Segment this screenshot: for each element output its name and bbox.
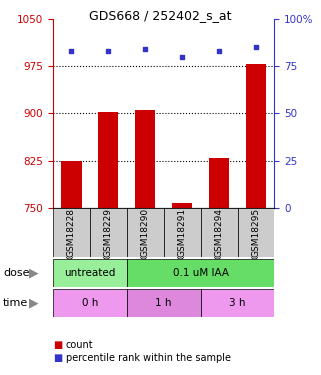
Bar xyxy=(246,64,266,208)
Bar xyxy=(53,259,127,287)
Text: percentile rank within the sample: percentile rank within the sample xyxy=(66,353,231,363)
Bar xyxy=(209,158,229,208)
Point xyxy=(216,48,221,54)
Bar xyxy=(127,208,164,257)
Text: 1 h: 1 h xyxy=(155,298,172,308)
Bar xyxy=(164,208,201,257)
Bar xyxy=(53,208,90,257)
Text: GSM18290: GSM18290 xyxy=(141,208,150,257)
Text: GSM18229: GSM18229 xyxy=(104,208,113,257)
Text: ■: ■ xyxy=(53,340,62,350)
Point xyxy=(179,54,185,60)
Bar xyxy=(127,259,274,287)
Point xyxy=(69,48,74,54)
Text: ▶: ▶ xyxy=(29,296,39,309)
Bar xyxy=(201,208,238,257)
Text: 3 h: 3 h xyxy=(229,298,246,308)
Text: GSM18228: GSM18228 xyxy=(67,208,76,257)
Text: time: time xyxy=(3,298,29,308)
Bar xyxy=(135,110,155,208)
Text: untreated: untreated xyxy=(64,268,116,278)
Text: GDS668 / 252402_s_at: GDS668 / 252402_s_at xyxy=(89,9,232,22)
Text: GSM18294: GSM18294 xyxy=(214,208,224,257)
Bar xyxy=(90,208,127,257)
Bar xyxy=(127,289,201,317)
Text: ■: ■ xyxy=(53,353,62,363)
Text: 0.1 uM IAA: 0.1 uM IAA xyxy=(173,268,229,278)
Text: ▶: ▶ xyxy=(29,266,39,279)
Bar xyxy=(238,208,274,257)
Bar xyxy=(98,111,118,208)
Bar xyxy=(61,161,82,208)
Bar xyxy=(201,289,274,317)
Text: GSM18291: GSM18291 xyxy=(178,208,187,257)
Bar xyxy=(53,289,127,317)
Bar xyxy=(172,203,192,208)
Text: 0 h: 0 h xyxy=(82,298,98,308)
Text: dose: dose xyxy=(3,268,30,278)
Point xyxy=(143,46,148,52)
Text: count: count xyxy=(66,340,93,350)
Point xyxy=(253,44,258,50)
Text: GSM18295: GSM18295 xyxy=(251,208,261,257)
Point xyxy=(106,48,111,54)
